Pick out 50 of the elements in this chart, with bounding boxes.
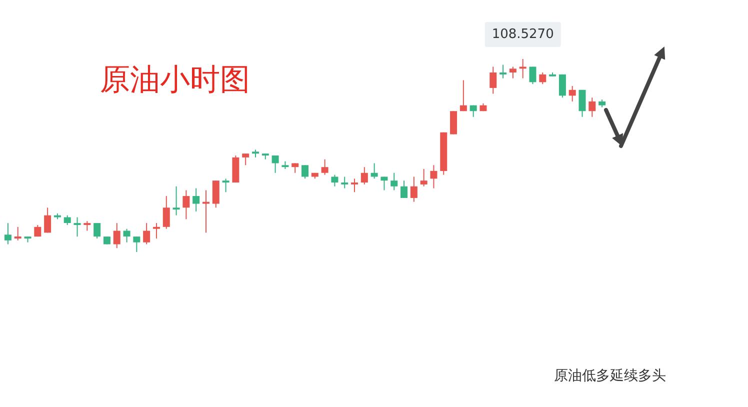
chart-title: 原油小时图 [100,62,250,98]
candlestick [172,186,180,216]
candlestick [578,89,586,118]
candlestick [420,168,428,187]
candlestick [64,214,71,226]
candlestick [370,162,378,180]
candlestick [321,158,328,176]
candlestick [222,178,230,193]
candlestick [84,220,91,232]
candlestick [450,110,458,135]
candlestick [539,72,546,85]
candlestick [380,176,388,191]
candlestick [360,166,368,185]
candlestick [14,226,22,241]
candlestick [123,228,130,243]
candlestick [192,188,200,212]
candlestick [390,172,398,191]
candlestick [133,236,140,252]
candlestick [302,164,308,180]
candlestick [351,178,358,193]
candlestick [44,207,52,234]
candlestick [519,58,526,79]
candlestick [509,66,516,79]
candlestick [94,222,101,239]
candlestick [490,66,497,94]
candlestick [182,190,190,220]
candlestick [162,196,170,230]
candlestick [152,222,160,239]
candlestick [331,174,338,187]
candlestick [292,162,299,174]
candlestick [212,180,220,208]
candlestick [500,64,507,79]
text: 原油低多延续多头 [554,368,666,384]
candlestick [74,216,81,238]
candlestick [4,222,12,245]
candlestick [272,155,279,174]
candlestick [558,74,566,98]
candlestick [460,80,467,112]
candlestick [430,164,438,189]
candlestick [568,86,576,102]
candlestick [113,222,120,249]
candlestick [242,153,250,166]
candlestick [400,180,408,198]
candlestick [202,190,210,234]
candlestick [529,66,536,85]
candlestick [588,97,596,118]
candlestick [410,176,418,202]
annotation: 108.5270 [492,27,554,42]
candlestick [341,176,348,189]
candlestick [143,222,150,245]
